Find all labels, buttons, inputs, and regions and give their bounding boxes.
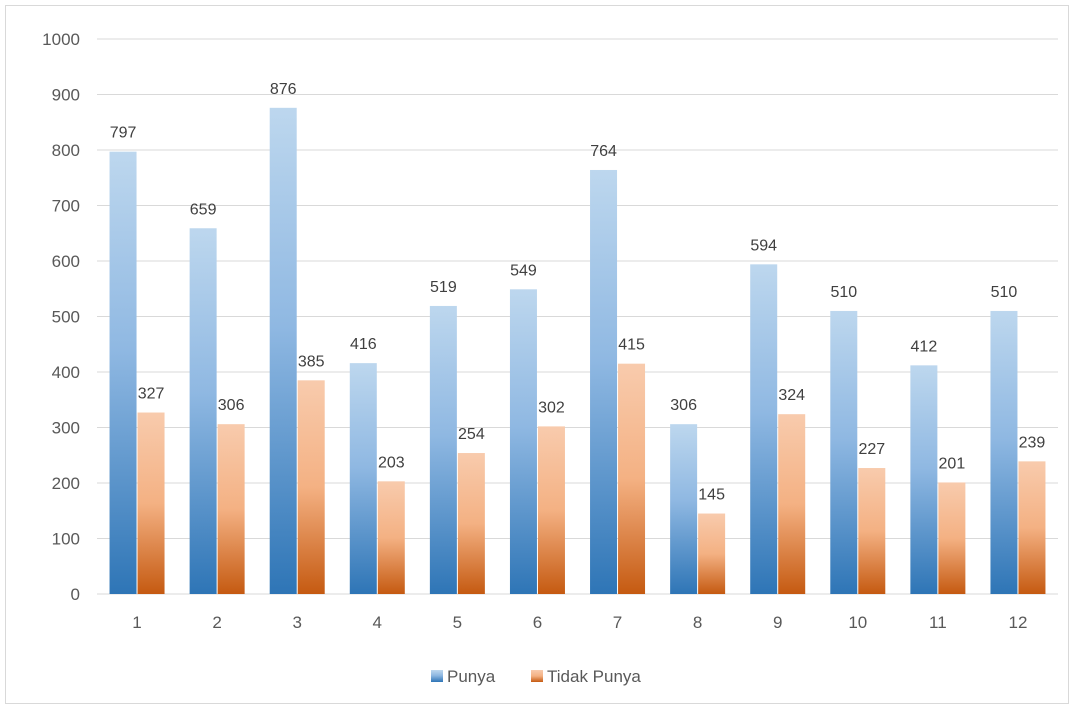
bar-punya bbox=[429, 305, 457, 594]
chart-area: 0 100 200 300 400 500 600 700 800 900 1000 797 327 6… bbox=[5, 5, 1069, 704]
data-label: 764 bbox=[590, 143, 617, 160]
x-tick-label: 4 bbox=[373, 613, 382, 632]
y-tick-label: 0 bbox=[71, 585, 80, 604]
bar-tidak-punya bbox=[1018, 461, 1046, 594]
data-label: 203 bbox=[378, 454, 405, 471]
y-axis-ticks: 0 100 200 300 400 500 600 700 800 900 1000 bbox=[42, 30, 80, 604]
data-label: 594 bbox=[750, 237, 777, 254]
bar-punya bbox=[189, 228, 217, 594]
y-tick-label: 100 bbox=[52, 530, 80, 549]
data-label: 415 bbox=[618, 337, 645, 354]
bar-tidak-punya bbox=[377, 481, 405, 594]
bar-tidak-punya bbox=[618, 363, 646, 594]
bar-punya bbox=[269, 107, 297, 594]
legend: Punya Tidak Punya bbox=[431, 667, 641, 686]
y-tick-label: 600 bbox=[52, 252, 80, 271]
bar-punya bbox=[109, 151, 137, 595]
data-label: 145 bbox=[698, 487, 725, 504]
bar-punya bbox=[990, 310, 1018, 594]
y-tick-label: 200 bbox=[52, 474, 80, 493]
legend-swatch bbox=[531, 670, 543, 682]
y-tick-label: 900 bbox=[52, 86, 80, 105]
bar-punya bbox=[750, 264, 778, 594]
x-tick-label: 11 bbox=[929, 613, 947, 632]
y-tick-label: 700 bbox=[52, 197, 80, 216]
bar-tidak-punya bbox=[537, 426, 565, 594]
data-labels: 797 327 659 306 876 385 416 203 519 254 549 302 764 4… bbox=[110, 81, 1046, 504]
bar-tidak-punya bbox=[297, 380, 325, 594]
x-tick-label: 2 bbox=[212, 613, 221, 632]
data-label: 254 bbox=[458, 426, 485, 443]
bar-tidak-punya bbox=[137, 412, 165, 594]
x-tick-label: 10 bbox=[848, 613, 867, 632]
legend-label: Tidak Punya bbox=[547, 667, 641, 686]
data-label: 306 bbox=[670, 397, 697, 414]
data-label: 385 bbox=[298, 353, 325, 370]
bar-punya bbox=[910, 365, 938, 594]
bars bbox=[109, 107, 1046, 595]
bar-tidak-punya bbox=[858, 468, 886, 594]
bar-tidak-punya bbox=[938, 482, 966, 594]
data-label: 327 bbox=[138, 386, 165, 403]
data-label: 416 bbox=[350, 336, 377, 353]
gridlines bbox=[97, 38, 1058, 595]
bar-tidak-punya bbox=[698, 513, 726, 594]
data-label: 659 bbox=[190, 201, 217, 218]
data-label: 412 bbox=[911, 338, 938, 355]
x-tick-label: 6 bbox=[533, 613, 542, 632]
bar-punya bbox=[349, 363, 377, 594]
y-tick-label: 800 bbox=[52, 141, 80, 160]
data-label: 510 bbox=[830, 284, 857, 301]
bar-tidak-punya bbox=[778, 414, 806, 594]
data-label: 302 bbox=[538, 399, 565, 416]
data-label: 876 bbox=[270, 81, 297, 98]
y-tick-label: 500 bbox=[52, 308, 80, 327]
bar-punya bbox=[509, 289, 537, 594]
data-label: 306 bbox=[218, 397, 245, 414]
data-label: 519 bbox=[430, 279, 457, 296]
bar-punya bbox=[590, 169, 618, 595]
bar-punya bbox=[670, 424, 698, 594]
bar-tidak-punya bbox=[457, 453, 485, 594]
x-tick-label: 8 bbox=[693, 613, 702, 632]
legend-swatch bbox=[431, 670, 443, 682]
data-label: 227 bbox=[858, 441, 885, 458]
bar-tidak-punya bbox=[217, 424, 245, 594]
data-label: 549 bbox=[510, 262, 537, 279]
y-tick-label: 1000 bbox=[42, 30, 80, 49]
x-tick-label: 9 bbox=[773, 613, 782, 632]
y-tick-label: 400 bbox=[52, 363, 80, 382]
legend-label: Punya bbox=[447, 667, 496, 686]
x-tick-label: 5 bbox=[453, 613, 462, 632]
x-tick-label: 12 bbox=[1008, 613, 1027, 632]
bar-punya bbox=[830, 310, 858, 594]
data-label: 797 bbox=[110, 125, 137, 142]
x-tick-label: 3 bbox=[292, 613, 301, 632]
x-axis-ticks: 1 2 3 4 5 6 7 8 9 10 11 12 bbox=[132, 613, 1027, 632]
x-tick-label: 7 bbox=[613, 613, 622, 632]
x-tick-label: 1 bbox=[132, 613, 141, 632]
data-label: 201 bbox=[939, 455, 966, 472]
data-label: 239 bbox=[1019, 434, 1046, 451]
data-label: 324 bbox=[778, 387, 805, 404]
y-tick-label: 300 bbox=[52, 419, 80, 438]
data-label: 510 bbox=[991, 284, 1018, 301]
